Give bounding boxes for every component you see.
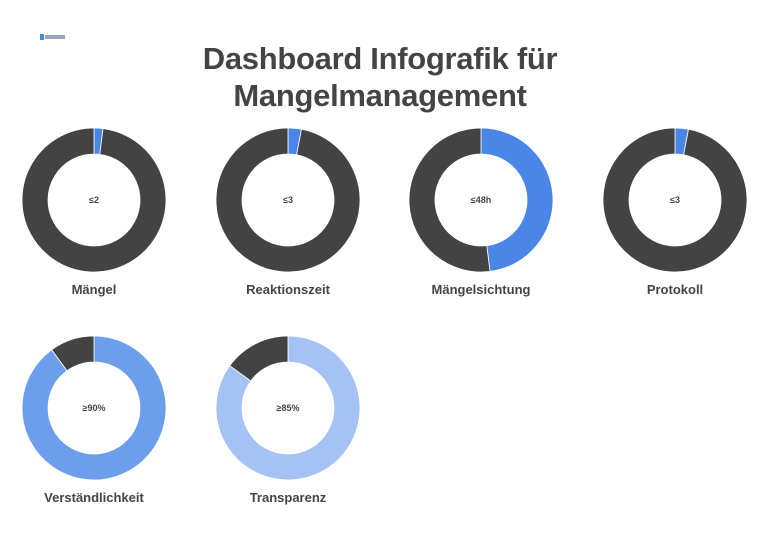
donut-slice-remainder <box>602 127 748 273</box>
donut-card-transparenz: ≥85% Transparenz <box>208 334 368 524</box>
donut-slice-highlight <box>21 335 167 481</box>
chart-label: Mängelsichtung <box>431 282 531 297</box>
donut-center-label: ≤3 <box>670 195 680 205</box>
donut-chart-verstaendlichkeit: ≥90% <box>21 335 167 481</box>
donut-center-label: ≤2 <box>89 195 99 205</box>
donut-chart-reaktionszeit: ≤3 <box>215 127 361 273</box>
donut-card-reaktionszeit: ≤3 Reaktionszeit <box>208 126 368 316</box>
donut-slice-highlight <box>215 335 361 481</box>
donut-slice-remainder <box>408 127 491 273</box>
title-line-1: Dashboard Infografik für <box>202 41 558 76</box>
donut-chart-maengelsichtung: ≤48h <box>408 127 554 273</box>
donut-card-maengelsichtung: ≤48h Mängelsichtung <box>401 126 561 316</box>
donut-card-verstaendlichkeit: ≥90% Verständlichkeit <box>14 334 174 524</box>
donut-slice-remainder <box>215 127 361 273</box>
chart-label: Mängel <box>71 282 117 297</box>
donut-card-protokoll: ≤3 Protokoll <box>595 126 755 316</box>
donut-slice-remainder <box>229 335 289 382</box>
chart-label: Protokoll <box>646 282 704 297</box>
donut-center-label: ≤48h <box>471 195 491 205</box>
donut-chart-protokoll: ≤3 <box>602 127 748 273</box>
title-line-2: Mangelmanagement <box>233 78 527 113</box>
donut-slice-remainder <box>51 335 95 372</box>
logo-icon <box>40 34 65 40</box>
chart-label: Transparenz <box>249 490 327 505</box>
donut-card-maengel: ≤2 Mängel <box>14 126 174 316</box>
donut-slice-highlight <box>480 127 554 272</box>
chart-label: Verständlichkeit <box>44 490 144 505</box>
donut-center-label: ≥90% <box>83 403 106 413</box>
donut-chart-transparenz: ≥85% <box>215 335 361 481</box>
page-title: Dashboard Infografik für Mangelmanagemen… <box>130 40 630 114</box>
donut-center-label: ≥85% <box>277 403 300 413</box>
donut-slice-remainder <box>21 127 167 273</box>
donut-chart-maengel: ≤2 <box>21 127 167 273</box>
donut-center-label: ≤3 <box>283 195 293 205</box>
chart-label: Reaktionszeit <box>246 282 330 297</box>
